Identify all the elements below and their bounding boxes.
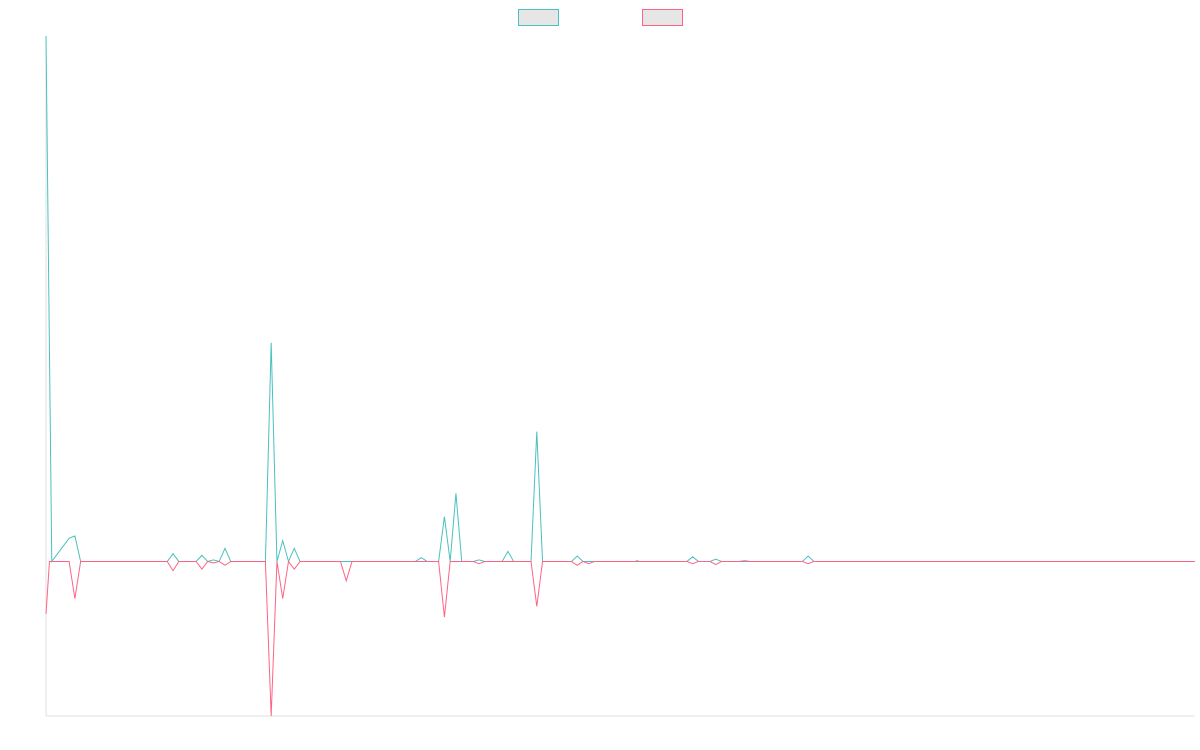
legend-swatch-2 — [642, 9, 683, 26]
chart-legend[interactable] — [518, 9, 683, 26]
series-line-1 — [45, 35, 1195, 563]
chart-series-layer — [45, 35, 1195, 717]
legend-item-1[interactable] — [518, 9, 559, 26]
legend-item-2[interactable] — [642, 9, 683, 26]
legend-swatch-1 — [518, 9, 559, 26]
series-line-2 — [45, 560, 1195, 717]
chart-axes — [45, 36, 1195, 717]
